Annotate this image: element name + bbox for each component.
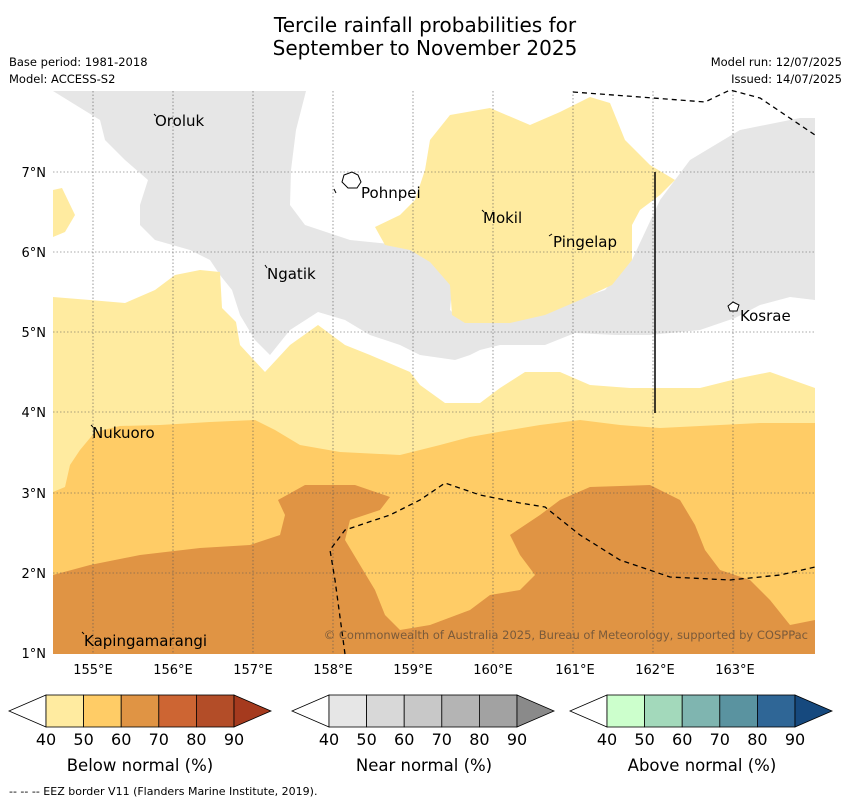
place-oroluk: Oroluk <box>155 112 204 130</box>
eez-border <box>329 89 816 655</box>
model-run: Model run: 12/07/2025 <box>710 55 842 69</box>
colorbar-near-tick: 80 <box>469 730 489 749</box>
lat-tick: 5°N <box>22 326 47 341</box>
place-kosrae: Kosrae <box>740 307 791 325</box>
colorbar-near-tick: 60 <box>394 730 414 749</box>
lat-tick: 7°N <box>22 166 47 181</box>
colorbar-near-swatch <box>366 694 405 728</box>
colorbar-above-low-arrow <box>568 694 608 728</box>
colorbar-below-swatch <box>45 694 84 728</box>
lat-tick: 4°N <box>22 406 47 421</box>
lon-tick: 158°E <box>313 663 353 678</box>
model-name: Model: ACCESS-S2 <box>9 72 116 86</box>
place-pohnpei: Pohnpei <box>361 184 421 202</box>
colorbar-above-tick: 40 <box>597 730 617 749</box>
colorbar-below-tick: 70 <box>149 730 169 749</box>
probability-fill <box>53 91 815 654</box>
map-title: Tercile rainfall probabilities for Septe… <box>0 14 850 60</box>
lat-tick: 1°N <box>22 647 47 662</box>
colorbar-below-tick: 60 <box>111 730 131 749</box>
colorbar-near-tick: 90 <box>507 730 527 749</box>
place-kapingamarangi: Kapingamarangi <box>84 632 207 650</box>
place-pingelap: Pingelap <box>553 233 617 251</box>
copyright-notice: © Commonwealth of Australia 2025, Bureau… <box>324 628 808 642</box>
colorbar-near-swatch <box>441 694 480 728</box>
colorbar-below-swatch <box>158 694 197 728</box>
below-normal-60-70 <box>53 485 815 654</box>
colorbar-near-high-arrow <box>516 694 556 728</box>
colorbars: 40 50 60 70 80 90 40 50 60 70 80 90 40 50 60 70 80 90 <box>7 694 834 749</box>
title-line-2: September to November 2025 <box>272 36 578 60</box>
below-normal-40-50-north <box>375 97 675 323</box>
place-nukuoro: Nukuoro <box>92 424 155 442</box>
title-line-1: Tercile rainfall probabilities for <box>273 13 577 37</box>
lon-tick: 155°E <box>73 663 113 678</box>
colorbar-near-swatch <box>403 694 443 728</box>
colorbar-above-swatch <box>606 694 645 728</box>
colorbar-below-low-arrow <box>7 694 47 728</box>
colorbar-above-tick: 70 <box>710 730 730 749</box>
colorbar-below-swatch <box>195 694 235 728</box>
colorbar-below-tick: 90 <box>224 730 244 749</box>
colorbar-above-swatch <box>681 694 721 728</box>
colorbar-below-swatch <box>83 694 122 728</box>
colorbar-near-low-arrow <box>290 694 330 728</box>
meta-right: Model run: 12/07/2025 Issued: 14/07/2025 <box>711 54 842 88</box>
colorbar-below-tick: 80 <box>186 730 206 749</box>
base-period: Base period: 1981-2018 <box>9 55 148 69</box>
colorbar-near-tick: 50 <box>356 730 376 749</box>
near-normal-area <box>53 91 815 360</box>
colorbar-above-tick: 50 <box>634 730 654 749</box>
colorbar-label-near: Near normal (%) <box>355 756 493 775</box>
colorbar-below-swatch <box>120 694 160 728</box>
colorbar-above-swatch <box>719 694 758 728</box>
colorbar-above-swatch <box>644 694 683 728</box>
meta-left: Base period: 1981-2018 Model: ACCESS-S2 <box>9 54 148 88</box>
lat-tick: 2°N <box>22 567 47 582</box>
colorbar-near-tick: 40 <box>319 730 339 749</box>
colorbar-near-tick: 70 <box>432 730 452 749</box>
graticule <box>53 91 815 654</box>
colorbar-near-swatch <box>478 694 518 728</box>
lat-tick: 3°N <box>22 487 47 502</box>
colorbar-above-swatch <box>757 694 796 728</box>
place-mokil: Mokil <box>483 209 522 227</box>
lon-tick: 159°E <box>393 663 433 678</box>
lon-tick: 157°E <box>233 663 273 678</box>
lon-tick: 162°E <box>635 663 675 678</box>
lon-tick: 160°E <box>473 663 513 678</box>
lon-tick: 161°E <box>555 663 595 678</box>
colorbar-near-swatch <box>328 694 367 728</box>
issued-date: Issued: 14/07/2025 <box>731 72 842 86</box>
colorbar-label-above: Above normal (%) <box>627 756 777 775</box>
island-shapes <box>333 171 740 312</box>
eez-footnote: -- -- -- EEZ border V11 (Flanders Marine… <box>9 785 318 798</box>
colorbar-label-below: Below normal (%) <box>66 756 214 775</box>
atoll-markers <box>81 113 553 635</box>
colorbar-below-high-arrow <box>233 694 273 728</box>
lon-tick: 163°E <box>715 663 755 678</box>
colorbar-above-tick: 80 <box>747 730 767 749</box>
colorbar-above-tick: 60 <box>672 730 692 749</box>
colorbar-above-high-arrow <box>794 694 834 728</box>
colorbar-below-tick: 40 <box>36 730 56 749</box>
place-ngatik: Ngatik <box>267 265 316 283</box>
lat-tick: 6°N <box>22 246 47 261</box>
colorbar-above-tick: 90 <box>785 730 805 749</box>
lon-tick: 156°E <box>153 663 193 678</box>
colorbar-below-tick: 50 <box>73 730 93 749</box>
